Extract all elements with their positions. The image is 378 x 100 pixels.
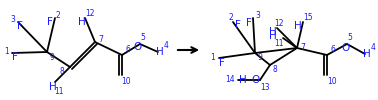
Text: 1: 1 <box>211 54 215 62</box>
Text: F: F <box>12 52 18 62</box>
Text: F: F <box>47 17 53 27</box>
Text: 6: 6 <box>331 46 335 54</box>
Text: O: O <box>252 75 260 85</box>
Text: 10: 10 <box>121 78 131 86</box>
Text: 12: 12 <box>274 18 284 28</box>
Text: H: H <box>269 27 277 37</box>
Text: H: H <box>78 17 86 27</box>
Text: 12: 12 <box>85 8 95 18</box>
Text: 9: 9 <box>257 54 262 62</box>
Text: 3: 3 <box>11 14 15 24</box>
Text: 4: 4 <box>164 42 169 50</box>
Text: F: F <box>235 20 241 30</box>
Text: F: F <box>17 21 23 31</box>
Text: 6: 6 <box>125 46 130 54</box>
Text: 11: 11 <box>54 88 64 96</box>
Text: 10: 10 <box>327 78 337 86</box>
Text: 3: 3 <box>256 10 260 20</box>
Text: 2: 2 <box>229 14 233 22</box>
Text: 8: 8 <box>273 66 277 74</box>
Text: F: F <box>246 18 252 28</box>
Text: 9: 9 <box>50 52 54 62</box>
Text: H: H <box>49 82 57 92</box>
Text: 11: 11 <box>274 38 284 48</box>
Text: 8: 8 <box>60 68 64 76</box>
Text: O: O <box>341 43 349 53</box>
Text: 4: 4 <box>370 44 375 52</box>
Text: 14: 14 <box>225 76 235 84</box>
Text: 7: 7 <box>99 34 104 44</box>
Text: 13: 13 <box>260 82 270 92</box>
Text: 7: 7 <box>301 44 305 52</box>
Text: H: H <box>156 47 164 57</box>
Text: O: O <box>134 42 142 52</box>
Text: H: H <box>294 21 302 31</box>
Text: H: H <box>363 49 371 59</box>
Text: F: F <box>219 58 225 68</box>
Text: 1: 1 <box>5 46 9 56</box>
Text: 15: 15 <box>303 14 313 22</box>
Text: H: H <box>269 31 277 41</box>
Text: H: H <box>239 75 247 85</box>
Text: 5: 5 <box>141 34 146 42</box>
Text: 5: 5 <box>347 34 352 42</box>
Text: 2: 2 <box>56 10 60 20</box>
